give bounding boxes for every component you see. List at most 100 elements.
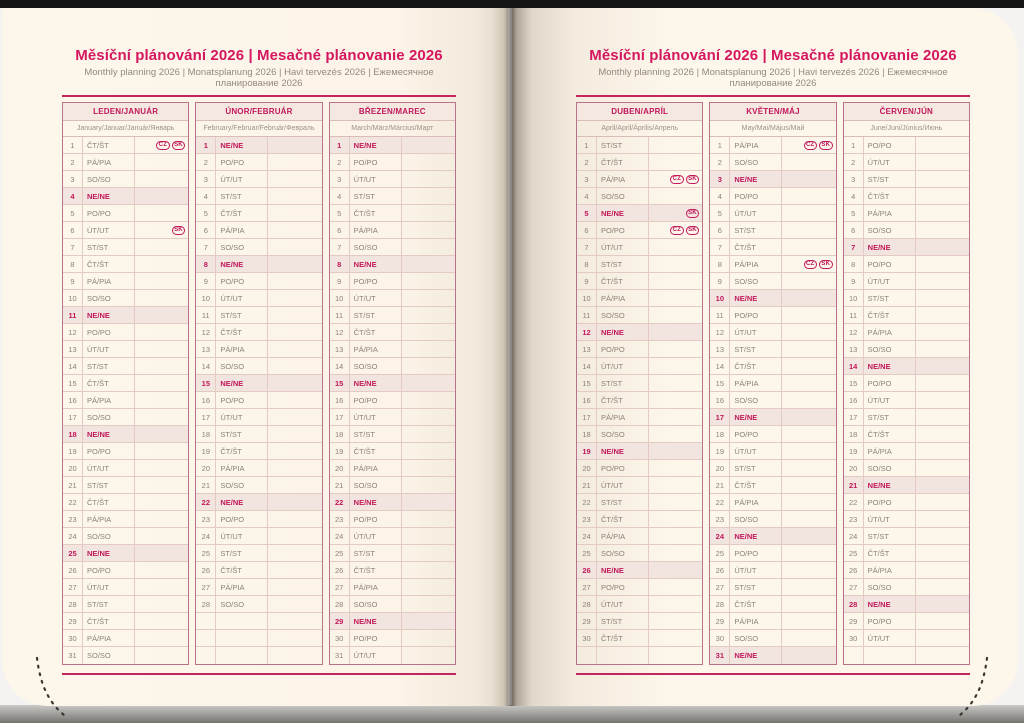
day-notes-cell: [135, 511, 188, 527]
day-number: 2: [330, 154, 350, 170]
day-notes-cell: CZ SK: [782, 256, 835, 272]
day-row: 15 NE/NE: [329, 375, 455, 392]
day-weekday: ČT/ŠT: [864, 188, 916, 204]
day-number: 23: [844, 511, 864, 527]
day-notes-cell: [782, 630, 835, 646]
day-row: 9 ČT/ŠT: [577, 273, 703, 290]
day-weekday: ÚT/UT: [350, 647, 402, 664]
day-notes-cell: [649, 443, 702, 459]
day-number: 14: [196, 358, 217, 374]
day-row: 1 NE/NE: [196, 137, 322, 154]
day-number: 9: [330, 273, 350, 289]
day-row: 27 SO/SO: [843, 579, 969, 596]
day-notes-cell: [135, 273, 188, 289]
day-notes-cell: [649, 494, 702, 510]
day-notes-cell: [782, 358, 835, 374]
day-number: 16: [844, 392, 864, 408]
day-number: 8: [330, 256, 350, 272]
day-notes-cell: [649, 579, 702, 595]
day-row: 20 PÁ/PIA: [196, 460, 322, 477]
day-number: 21: [196, 477, 217, 493]
day-weekday: ČT/ŠT: [730, 358, 783, 374]
day-row: 24 ÚT/UT: [329, 528, 455, 545]
day-weekday: PO/PO: [216, 273, 269, 289]
day-row: 22 PO/PO: [843, 494, 969, 511]
day-row: 6 ST/ST: [710, 222, 836, 239]
day-number: 23: [196, 511, 217, 527]
day-notes-cell: [782, 613, 835, 629]
day-number: 15: [577, 375, 597, 391]
day-number: 14: [330, 358, 350, 374]
day-number: 16: [63, 392, 83, 408]
day-row: 26 NE/NE: [577, 562, 703, 579]
day-weekday: SO/SO: [83, 171, 135, 187]
month-name: ČERVEN/JÚN: [843, 103, 969, 121]
day-number: 21: [577, 477, 597, 493]
day-row: 15 NE/NE: [196, 375, 322, 392]
day-notes-cell: [268, 256, 321, 272]
day-notes-cell: [268, 545, 321, 561]
day-notes-cell: [268, 443, 321, 459]
day-row: 14 ČT/ŠT: [710, 358, 836, 375]
day-weekday: PO/PO: [730, 307, 783, 323]
month-subtitle: April/April/Április/Апрель: [577, 121, 703, 137]
day-number: 10: [577, 290, 597, 306]
page-title: Měsíční plánování 2026 | Mesačné plánova…: [75, 47, 443, 64]
day-row: 2 PO/PO: [329, 154, 455, 171]
day-notes-cell: [402, 324, 455, 340]
day-weekday: ÚT/UT: [597, 477, 649, 493]
day-notes-cell: [916, 154, 969, 170]
empty-notes-cell: [268, 613, 321, 629]
day-weekday: ČT/ŠT: [730, 477, 783, 493]
day-number: 9: [710, 273, 731, 289]
day-notes-cell: [916, 290, 969, 306]
day-row: 19 ČT/ŠT: [329, 443, 455, 460]
day-weekday: ST/ST: [216, 545, 269, 561]
day-notes-cell: [782, 222, 835, 238]
day-number: 9: [577, 273, 597, 289]
day-notes-cell: [649, 137, 702, 153]
day-notes-cell: [135, 188, 188, 204]
day-notes-cell: [402, 358, 455, 374]
day-row: 15 PÁ/PIA: [710, 375, 836, 392]
day-weekday: PO/PO: [350, 630, 402, 646]
day-notes-cell: [916, 477, 969, 493]
day-notes-cell: [268, 375, 321, 391]
day-weekday: ÚT/UT: [864, 630, 916, 646]
day-number: 23: [710, 511, 731, 527]
empty-number-cell: [577, 647, 597, 664]
day-notes-cell: [135, 647, 188, 664]
day-row: 20 SO/SO: [843, 460, 969, 477]
day-weekday: PÁ/PIA: [216, 222, 269, 238]
day-notes-cell: [649, 562, 702, 578]
day-notes-cell: [402, 392, 455, 408]
day-row: 22 PÁ/PIA: [710, 494, 836, 511]
day-number: 12: [577, 324, 597, 340]
day-row: 3 SO/SO: [63, 171, 189, 188]
day-number: 22: [844, 494, 864, 510]
day-notes-cell: [135, 630, 188, 646]
day-notes-cell: [402, 443, 455, 459]
day-notes-cell: [649, 545, 702, 561]
day-weekday: ST/ST: [597, 494, 649, 510]
day-weekday: PO/PO: [216, 511, 269, 527]
day-weekday: PÁ/PIA: [83, 273, 135, 289]
day-notes-cell: [782, 460, 835, 476]
day-weekday: PÁ/PIA: [730, 613, 783, 629]
day-notes-cell: [782, 171, 835, 187]
day-notes-cell: [402, 562, 455, 578]
day-weekday: PO/PO: [597, 222, 649, 238]
day-weekday: PO/PO: [730, 545, 783, 561]
day-number: 7: [844, 239, 864, 255]
day-number: 27: [577, 579, 597, 595]
day-notes-cell: [916, 545, 969, 561]
day-row: 13 ÚT/UT: [63, 341, 189, 358]
day-notes-cell: [135, 171, 188, 187]
day-notes-cell: SK: [135, 222, 188, 238]
month-subtitle: January/Januar/Január/Январь: [63, 121, 189, 137]
day-weekday: ÚT/UT: [730, 443, 783, 459]
day-row: 24 ÚT/UT: [196, 528, 322, 545]
day-notes-cell: [402, 460, 455, 476]
day-weekday: PÁ/PIA: [597, 528, 649, 544]
day-weekday: PO/PO: [216, 392, 269, 408]
